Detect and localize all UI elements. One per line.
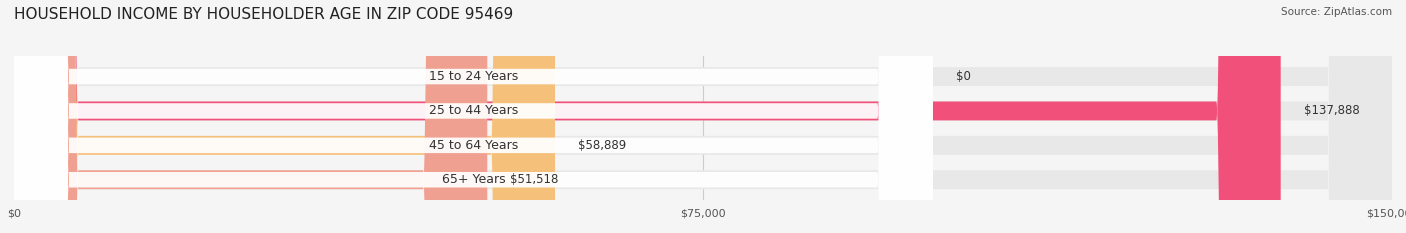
FancyBboxPatch shape (14, 0, 1392, 233)
FancyBboxPatch shape (14, 0, 932, 233)
Text: 45 to 64 Years: 45 to 64 Years (429, 139, 517, 152)
FancyBboxPatch shape (14, 0, 932, 233)
Text: 25 to 44 Years: 25 to 44 Years (429, 104, 517, 117)
FancyBboxPatch shape (14, 0, 932, 233)
FancyBboxPatch shape (14, 0, 1281, 233)
Text: HOUSEHOLD INCOME BY HOUSEHOLDER AGE IN ZIP CODE 95469: HOUSEHOLD INCOME BY HOUSEHOLDER AGE IN Z… (14, 7, 513, 22)
FancyBboxPatch shape (14, 0, 932, 233)
Text: Source: ZipAtlas.com: Source: ZipAtlas.com (1281, 7, 1392, 17)
Text: $0: $0 (956, 70, 970, 83)
FancyBboxPatch shape (14, 0, 1392, 233)
Text: $137,888: $137,888 (1303, 104, 1360, 117)
FancyBboxPatch shape (14, 0, 488, 233)
FancyBboxPatch shape (14, 0, 555, 233)
FancyBboxPatch shape (14, 0, 1392, 233)
Text: $58,889: $58,889 (578, 139, 626, 152)
Text: $51,518: $51,518 (510, 173, 558, 186)
FancyBboxPatch shape (14, 0, 1392, 233)
Text: 65+ Years: 65+ Years (441, 173, 505, 186)
Text: 15 to 24 Years: 15 to 24 Years (429, 70, 517, 83)
